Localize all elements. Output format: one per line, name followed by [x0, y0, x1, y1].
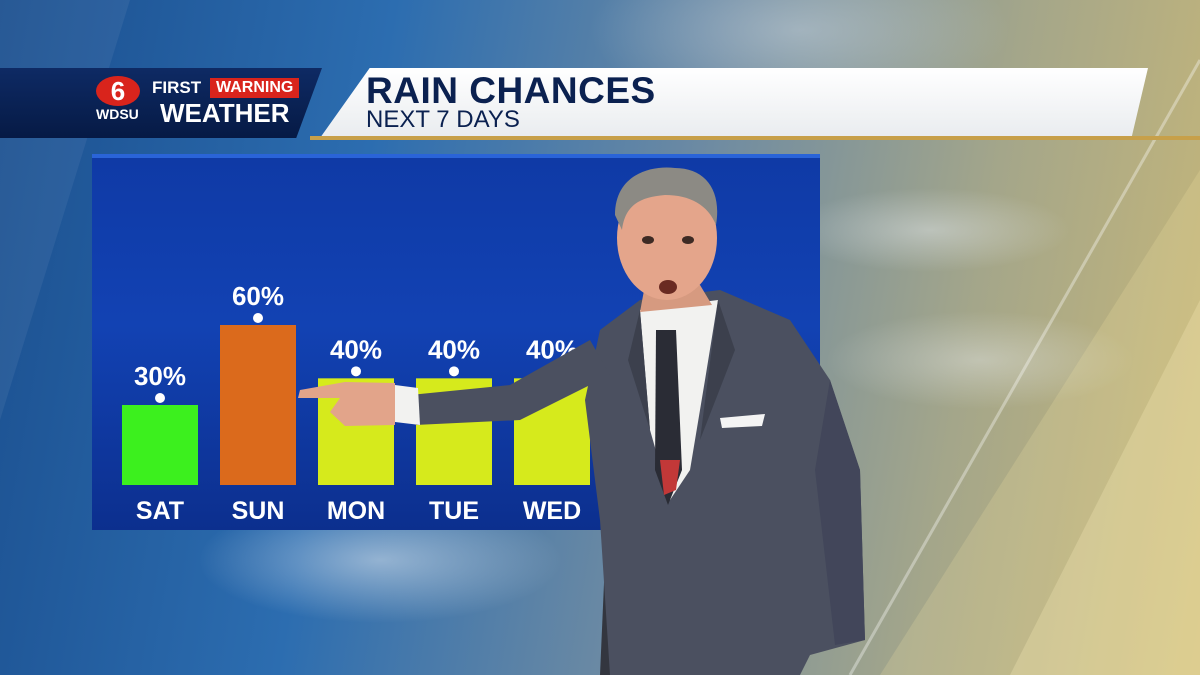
- category-label-wed: WED: [523, 497, 581, 525]
- page-title: RAIN CHANCES: [366, 70, 656, 111]
- page-subtitle: NEXT 7 DAYS: [366, 106, 520, 133]
- title-underline: [310, 136, 1200, 140]
- bar-marker-sun: [253, 313, 263, 323]
- value-label-sun: 60%: [232, 281, 284, 311]
- bar-marker-mon: [351, 366, 361, 377]
- value-label-sat: 30%: [134, 361, 186, 391]
- station-logo-icon: 6: [96, 76, 140, 106]
- category-label-tue: TUE: [429, 497, 479, 525]
- bar-sun: [220, 325, 296, 485]
- value-label-tue: 40%: [428, 334, 480, 364]
- logo-warning-badge: WARNING: [210, 78, 300, 98]
- station-callsign: WDSU: [96, 106, 139, 122]
- category-label-sun: SUN: [232, 497, 285, 525]
- bar-marker-sat: [155, 393, 165, 403]
- bar-marker-tue: [449, 366, 459, 377]
- logo-first-text: FIRST: [152, 78, 202, 97]
- category-label-mon: MON: [327, 497, 385, 525]
- value-label-mon: 40%: [330, 334, 382, 364]
- bar-sat: [122, 405, 198, 485]
- category-label-sat: SAT: [136, 497, 184, 525]
- title-banner: [320, 68, 1148, 138]
- logo-weather-text: WEATHER: [160, 98, 290, 128]
